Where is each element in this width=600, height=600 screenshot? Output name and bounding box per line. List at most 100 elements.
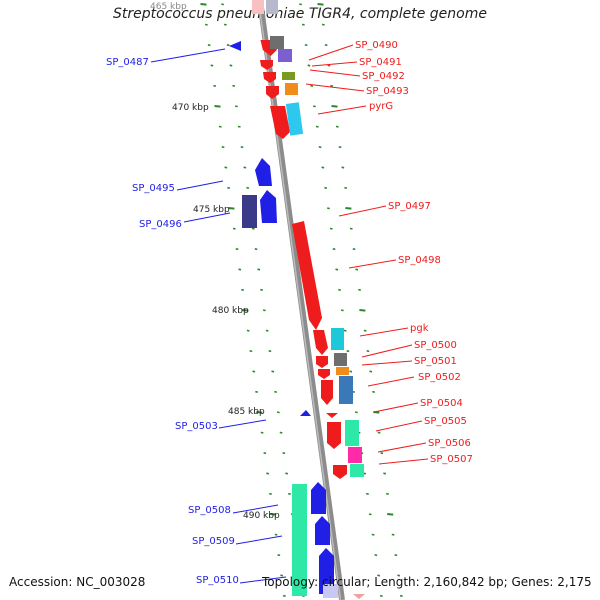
label-sp0505[interactable]: SP_0505 <box>424 416 467 427</box>
feature-sp0502-steel[interactable] <box>339 376 353 404</box>
tick-mark <box>210 64 214 67</box>
feature-pgk-cyan[interactable] <box>331 328 344 350</box>
reverse-gene-labels: SP_0487 SP_0495 SP_0496 SP_0503 SP_0508 … <box>106 57 239 586</box>
label-sp0495[interactable]: SP_0495 <box>132 183 175 194</box>
label-sp0508[interactable]: SP_0508 <box>188 505 231 516</box>
label-sp0493[interactable]: SP_0493 <box>366 86 409 97</box>
tick-mark <box>327 64 331 67</box>
label-sp0496[interactable]: SP_0496 <box>139 219 182 230</box>
feature-sp0507-mint[interactable] <box>350 464 364 477</box>
gene-sp0507-arrow[interactable] <box>333 465 347 479</box>
label-sp0497[interactable]: SP_0497 <box>388 201 431 212</box>
label-sp0507[interactable]: SP_0507 <box>430 454 473 465</box>
feature-faded-slate[interactable] <box>266 0 278 14</box>
feature-sp0490-grey[interactable] <box>270 36 284 49</box>
tick-mark <box>349 227 353 230</box>
gene-bottom-faded-arrow[interactable] <box>353 594 365 599</box>
label-pgk[interactable]: pgk <box>410 323 429 334</box>
label-leader-lines <box>150 44 429 584</box>
feature-sp0500-grey[interactable] <box>334 353 347 366</box>
gene-pgk-arrow[interactable] <box>313 330 328 355</box>
gene-sp0510-arrow[interactable] <box>319 548 334 594</box>
forward-strand-features <box>252 0 365 599</box>
tick-mark <box>218 125 222 128</box>
label-sp0490[interactable]: SP_0490 <box>355 40 398 51</box>
gene-sp0493-arrow[interactable] <box>266 86 279 99</box>
tick-mark <box>352 248 356 251</box>
gene-sp0491-arrow[interactable] <box>260 60 273 70</box>
kbp-label-465: 465 kbp <box>150 2 187 12</box>
tick-mark <box>371 533 375 536</box>
gene-sp0495-arrow[interactable] <box>255 158 272 186</box>
reverse-strand-features <box>229 41 338 598</box>
tick-mark <box>266 472 270 475</box>
label-sp0510[interactable]: SP_0510 <box>196 575 239 586</box>
gene-sp0500-arrow[interactable] <box>316 356 328 368</box>
feature-sp0505-mint[interactable] <box>345 420 359 446</box>
feature-sp0501-orange[interactable] <box>336 367 349 375</box>
label-sp0487[interactable]: SP_0487 <box>106 57 149 68</box>
tick-mark <box>301 23 305 26</box>
feature-sp0492-olive[interactable] <box>282 72 295 80</box>
tick-mark <box>372 390 375 393</box>
tick-mark <box>346 350 350 353</box>
tick-mark <box>377 431 381 434</box>
tick-mark <box>226 44 230 47</box>
tick-mark <box>383 472 387 475</box>
gene-sp0497-arrow[interactable] <box>292 221 322 330</box>
feature-sp0508-mint[interactable] <box>292 484 307 596</box>
accession-text: Accession: NC_003028 <box>9 575 146 589</box>
tick-mark <box>338 146 342 149</box>
tick-mark <box>228 207 235 210</box>
label-sp0506[interactable]: SP_0506 <box>428 438 471 449</box>
label-sp0500[interactable]: SP_0500 <box>414 340 457 351</box>
feature-sp0493-orange[interactable] <box>285 83 298 95</box>
gene-sp0504-arrow[interactable] <box>326 413 338 418</box>
tick-mark <box>268 350 272 353</box>
gene-sp0509-arrow[interactable] <box>315 516 330 545</box>
gene-sp0505-arrow[interactable] <box>327 422 341 449</box>
feature-sp0506-pink[interactable] <box>348 447 362 463</box>
gene-sp0508-arrow[interactable] <box>311 482 326 514</box>
tick-mark <box>269 492 272 495</box>
tick-mark <box>200 3 207 6</box>
genome-summary-text: Topology: circular; Length: 2,160,842 bp… <box>262 575 592 589</box>
label-pyrg[interactable]: pyrG <box>369 101 393 112</box>
tick-mark <box>363 329 367 332</box>
tick-mark <box>321 23 325 26</box>
label-sp0491[interactable]: SP_0491 <box>359 57 402 68</box>
gene-pyrg-arrow[interactable] <box>270 106 290 139</box>
gene-sp0487-arrow[interactable] <box>229 41 241 51</box>
tick-mark <box>331 105 338 108</box>
gene-sp0501-arrow[interactable] <box>318 369 330 379</box>
gene-sp0492-arrow[interactable] <box>263 72 276 83</box>
tick-mark <box>235 105 238 108</box>
tick-mark <box>399 594 403 597</box>
gene-sp0503-arrow[interactable] <box>300 410 311 416</box>
tick-mark <box>285 472 289 475</box>
tick-mark <box>246 186 250 189</box>
label-sp0502[interactable]: SP_0502 <box>418 372 461 383</box>
feature-faded-red[interactable] <box>252 0 264 14</box>
label-sp0504[interactable]: SP_0504 <box>420 398 463 409</box>
tick-mark <box>229 64 233 67</box>
tick-mark <box>221 146 225 149</box>
tick-mark <box>332 248 336 251</box>
label-sp0498[interactable]: SP_0498 <box>398 255 441 266</box>
tick-mark <box>237 125 241 128</box>
gene-sp0496-arrow[interactable] <box>260 190 277 223</box>
feature-sp0496-slate[interactable] <box>242 195 257 228</box>
feature-sp0490-purple[interactable] <box>278 49 292 62</box>
label-sp0492[interactable]: SP_0492 <box>362 71 405 82</box>
label-sp0509[interactable]: SP_0509 <box>192 536 235 547</box>
feature-sp0510-faded[interactable] <box>323 584 338 598</box>
kbp-label-480: 480 kbp <box>212 306 249 316</box>
label-sp0501[interactable]: SP_0501 <box>414 356 457 367</box>
gene-sp0502-arrow[interactable] <box>321 380 333 405</box>
tick-mark <box>262 309 266 312</box>
tick-mark <box>315 125 319 128</box>
feature-pyrg-cyan[interactable] <box>285 102 304 136</box>
tick-mark <box>299 3 302 6</box>
label-sp0503[interactable]: SP_0503 <box>175 421 218 432</box>
